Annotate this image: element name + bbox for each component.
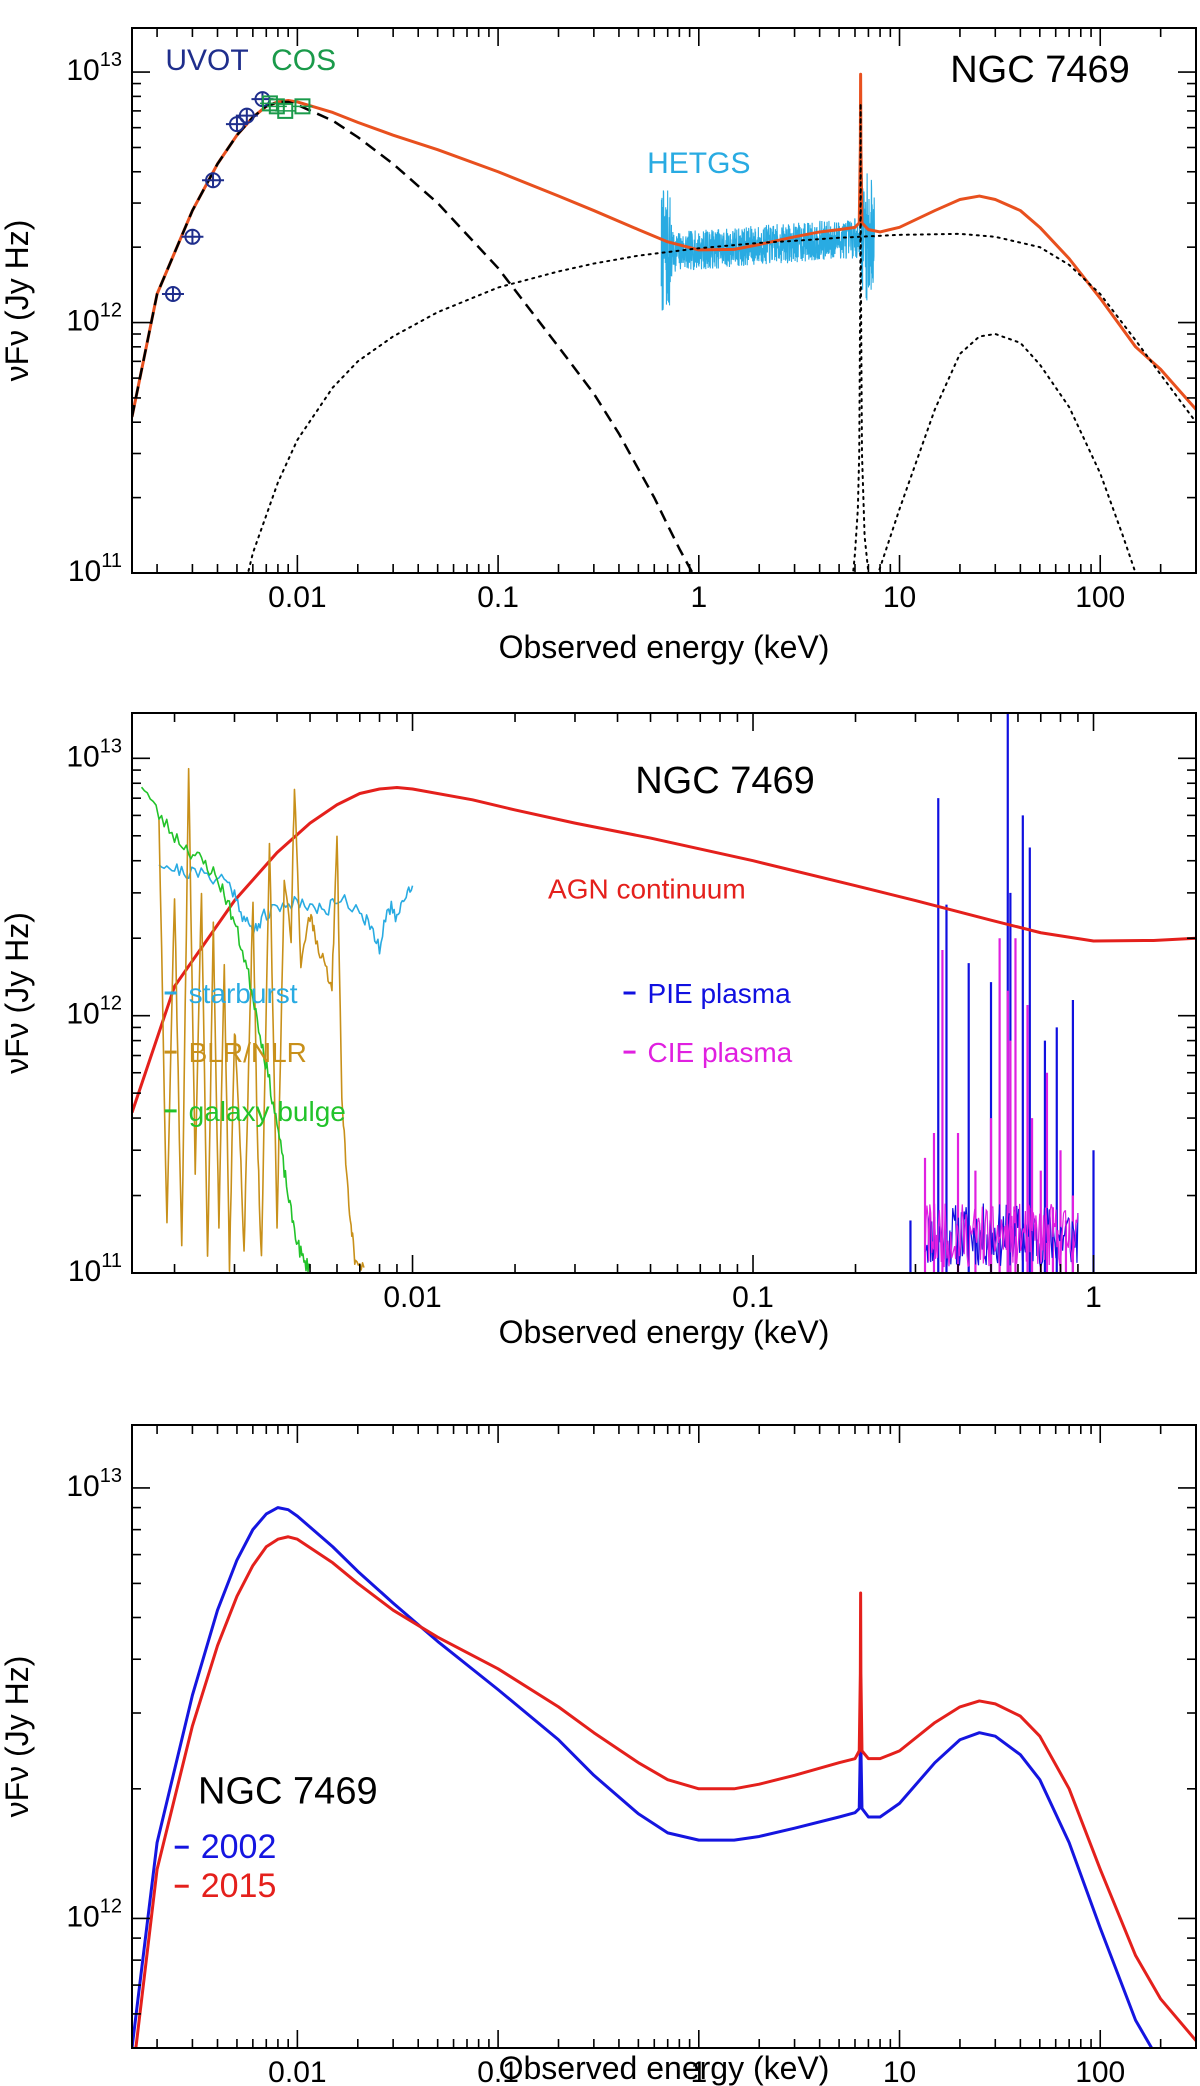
series-galaxy-bulge [140, 786, 311, 1273]
x-axis-label: Observed energy (keV) [499, 629, 830, 665]
y-tick-base: 10 [66, 998, 99, 1031]
legend-blr-nlr: BLR/NLR [189, 1037, 307, 1068]
x-tick-label: 1 [690, 2056, 707, 2086]
series-blr-nlr [158, 767, 365, 1272]
plot-frame [131, 712, 1197, 1274]
uvot-label: UVOT [165, 44, 248, 77]
cos-point [275, 102, 296, 119]
cos-point [292, 98, 313, 115]
y-tick-exponent: 12 [100, 1895, 122, 1917]
y-axis-label: νFν (Jy Hz) [0, 912, 35, 1074]
hetgs-label: HETGS [647, 147, 750, 180]
uvot-point [235, 107, 258, 124]
y-tick-base: 10 [66, 740, 99, 773]
x-tick-label: 0.01 [268, 2056, 326, 2086]
cie-noise [924, 1203, 1079, 1268]
plot-frame [131, 1424, 1197, 2049]
chart-title: NGC 7469 [950, 49, 1130, 91]
series-2002 [132, 1506, 1154, 2048]
series-starburst [158, 863, 414, 955]
uvot-point [181, 228, 204, 245]
x-tick-label: 0.01 [383, 1281, 441, 1314]
series-hetgs-spectrum [660, 110, 875, 311]
legend-2015: 2015 [201, 1867, 277, 1905]
x-tick-label: 0.01 [268, 581, 326, 614]
cos-label: COS [271, 44, 336, 77]
x-tick-label: 0.1 [732, 1281, 774, 1314]
x-axis-label: Observed energy (keV) [499, 2050, 830, 2086]
y-tick-base: 10 [68, 555, 101, 588]
series-total-model [132, 72, 1196, 418]
legend-starburst: starburst [189, 978, 298, 1009]
y-tick-label: 1012 [66, 993, 122, 1031]
cos-point [266, 98, 287, 115]
x-axis-label: Observed energy (keV) [499, 1314, 830, 1350]
uvot-point [202, 172, 225, 189]
legend-pie-plasma: PIE plasma [648, 978, 792, 1009]
y-tick-label: 1011 [68, 550, 122, 588]
agn-continuum-label: AGN continuum [548, 874, 746, 905]
y-tick-exponent: 12 [100, 993, 122, 1015]
y-tick-base: 10 [66, 54, 99, 87]
x-tick-label: 10 [883, 581, 916, 614]
plot-area [132, 713, 1196, 1273]
y-tick-exponent: 12 [100, 300, 122, 322]
plot-area [132, 1506, 1196, 2048]
x-tick-label: 0.1 [477, 2056, 519, 2086]
legend-cie-plasma: CIE plasma [648, 1037, 793, 1068]
y-tick-base: 10 [66, 1900, 99, 1933]
y-tick-exponent: 11 [101, 550, 122, 572]
y-tick-exponent: 11 [101, 1250, 122, 1272]
pie-noise [924, 1203, 1079, 1268]
x-tick-label: 10 [883, 2056, 916, 2086]
y-tick-exponent: 13 [100, 1465, 122, 1487]
y-tick-base: 10 [68, 1255, 101, 1288]
y-tick-label: 1011 [68, 1250, 122, 1288]
uvot-point [161, 286, 184, 303]
legend-2002: 2002 [201, 1828, 277, 1866]
y-tick-label: 1013 [66, 1465, 122, 1503]
series-2015 [134, 1535, 1196, 2048]
y-tick-exponent: 13 [100, 735, 122, 757]
uvot-point [225, 116, 248, 133]
y-tick-exponent: 13 [100, 49, 122, 71]
series-reflection [852, 102, 1137, 573]
chart-title: NGC 7469 [635, 760, 815, 802]
y-tick-label: 1013 [66, 49, 122, 87]
y-tick-base: 10 [66, 305, 99, 338]
y-tick-label: 1013 [66, 735, 122, 773]
x-tick-label: 100 [1075, 581, 1125, 614]
x-tick-label: 100 [1075, 2056, 1125, 2086]
chart-title: NGC 7469 [198, 1770, 378, 1812]
legend-galaxy-bulge: galaxy bulge [189, 1096, 346, 1127]
x-tick-label: 1 [690, 581, 707, 614]
y-tick-label: 1012 [66, 1895, 122, 1933]
x-tick-label: 1 [1085, 1281, 1102, 1314]
y-axis-label: νFν (Jy Hz) [0, 220, 35, 382]
x-tick-label: 0.1 [477, 581, 519, 614]
y-axis-label: νFν (Jy Hz) [0, 1656, 35, 1818]
plot-frame [131, 27, 1197, 574]
series-power-law [247, 232, 1196, 573]
y-tick-label: 1012 [66, 300, 122, 338]
y-tick-base: 10 [66, 1470, 99, 1503]
plot-area [132, 72, 1196, 573]
series-disk-blackbody [132, 100, 694, 573]
